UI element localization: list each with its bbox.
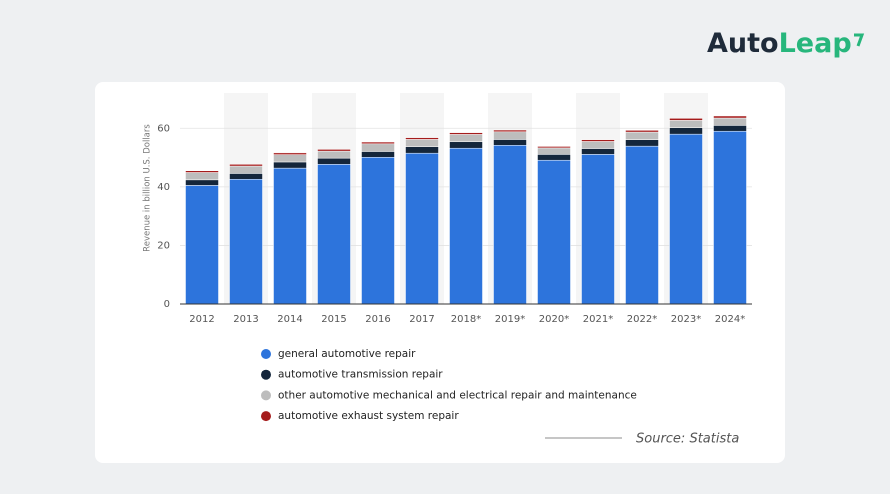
x-tick-label: 2021*: [583, 314, 613, 325]
bar-segment: [405, 139, 439, 147]
chart: 0 20 40 60 2012 2013 2014 2015 2016 2017 2018* 2019…: [157, 93, 752, 422]
bar-segment: [405, 137, 439, 140]
bar-segment: [713, 115, 747, 119]
legend-marker: [261, 349, 271, 359]
bar-segment: [273, 154, 307, 163]
bar-segment: [273, 161, 307, 169]
bar-segment: [625, 139, 659, 147]
legend-marker: [261, 390, 271, 401]
source: Source: Statista: [636, 432, 739, 447]
bar-segment: [449, 147, 483, 305]
bar-segment: [493, 145, 527, 305]
bar-segment: [581, 148, 615, 155]
legend-label: automotive exhaust system repair: [278, 410, 459, 422]
x-tick-label: 2012: [189, 314, 214, 325]
x-tick-label: 2022*: [627, 314, 657, 325]
x-tick-label: 2018*: [451, 314, 481, 325]
bar-segment: [361, 141, 395, 145]
logo-mark: [854, 33, 865, 47]
bar-segment: [625, 130, 659, 133]
logo-leap: Leap: [779, 28, 852, 59]
bar-segment: [185, 172, 219, 181]
bar-segment: [537, 154, 571, 161]
x-tick-label: 2024*: [715, 314, 745, 325]
logo: AutoLeap: [707, 28, 852, 59]
bar-segment: [405, 152, 439, 305]
bar-segment: [713, 117, 747, 126]
x-tick-label: 2019*: [495, 314, 525, 325]
bar-segment: [185, 179, 219, 186]
bar-segment: [493, 129, 527, 133]
y-axis-label: Revenue in billion U.S. Dollars: [143, 124, 153, 252]
bar-segment: [229, 173, 263, 180]
bar-segment: [537, 147, 571, 155]
x-tick-label: 2014: [277, 314, 302, 325]
bar-segment: [317, 157, 351, 165]
bar-segment: [669, 118, 703, 121]
logo-auto: Auto: [707, 28, 779, 59]
bar-segment: [361, 151, 395, 158]
bar-segment: [713, 125, 747, 132]
x-tick-label: 2015: [321, 314, 346, 325]
bar-segment: [537, 146, 571, 149]
bar-segment: [493, 131, 527, 140]
bar-segment: [581, 154, 615, 305]
bar-segment: [669, 120, 703, 128]
bar-segment: [229, 164, 263, 167]
bar-segment: [317, 150, 351, 159]
y-tick-label: 60: [157, 123, 170, 134]
bar-segment: [581, 139, 615, 142]
legend-marker: [261, 411, 271, 422]
bar-segment: [625, 145, 659, 305]
x-tick-label: 2013: [233, 314, 258, 325]
bar-segment: [273, 167, 307, 305]
bar-segment: [405, 146, 439, 154]
x-tick-label: 2023*: [671, 314, 701, 325]
bar-segment: [317, 149, 351, 152]
bar-segment: [185, 185, 219, 305]
bar-segment: [581, 141, 615, 149]
bar-segment: [669, 127, 703, 135]
bar-segment: [449, 141, 483, 149]
legend-marker: [261, 369, 271, 380]
y-tick-label: 0: [164, 299, 170, 310]
x-tick-label: 2017: [409, 314, 434, 325]
bar-segment: [537, 159, 571, 305]
bar-segment: [449, 134, 483, 143]
bar-segment: [361, 143, 395, 152]
legend-label: automotive transmission repair: [278, 369, 443, 381]
bar-segment: [493, 139, 527, 146]
legend-label: other automotive mechanical and electric…: [278, 389, 637, 401]
y-tick-label: 20: [157, 240, 170, 251]
bar-segment: [317, 164, 351, 305]
bar-segment: [449, 132, 483, 135]
y-tick-label: 40: [157, 182, 170, 193]
bar-segment: [669, 133, 703, 305]
bar-segment: [713, 130, 747, 305]
x-tick-label: 2020*: [539, 314, 569, 325]
bar-segment: [185, 170, 219, 173]
bar-segment: [361, 157, 395, 305]
bar-segment: [229, 165, 263, 174]
bar-segment: [229, 178, 263, 305]
legend-label: general automotive repair: [278, 348, 416, 360]
bar-segment: [273, 152, 307, 155]
x-tick-label: 2016: [365, 314, 390, 325]
bar-segment: [625, 131, 659, 140]
